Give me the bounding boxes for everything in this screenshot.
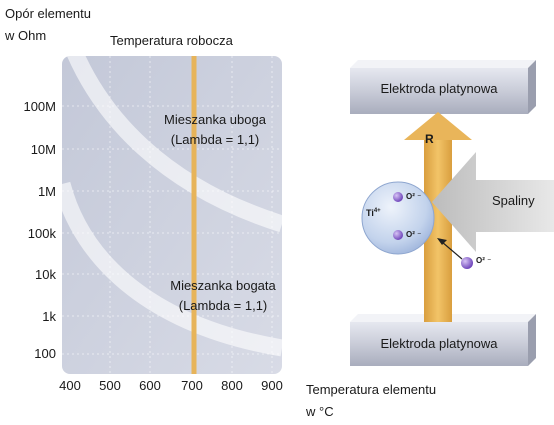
titanium-symbol: Ti (366, 208, 374, 218)
lean-mixture-band (66, 56, 282, 233)
top-electrode-label: Elektroda platynowa (380, 81, 498, 96)
oxygen-ion-label: O² ⁻ (476, 256, 492, 265)
oxygen-ion-label: O² ⁻ (406, 192, 422, 201)
y-tick-label: 100M (23, 99, 56, 114)
bottom-electrode-label: Elektroda platynowa (380, 336, 498, 351)
rich-mixture-label: Mieszanka bogata (Lambda = 1,1) (148, 276, 298, 316)
exhaust-arrow (432, 152, 554, 252)
titanium-dioxide-grain (361, 181, 435, 255)
exhaust-label: Spaliny (492, 193, 535, 208)
operating-temperature-label: Temperatura robocza (110, 33, 233, 48)
oxygen-ion-icon (393, 192, 403, 202)
x-tick-label: 500 (99, 378, 121, 393)
y-tick-label: 100 (34, 346, 56, 361)
x-tick-label: 400 (59, 378, 81, 393)
lean-mixture-line2: (Lambda = 1,1) (170, 132, 260, 147)
y-tick-label: 1M (37, 184, 56, 199)
y-tick-label: 10k (35, 267, 56, 282)
resistance-label: R (425, 132, 434, 146)
titanium-ion-label: Ti4+ (366, 208, 381, 218)
x-axis-label-line2: w °C (306, 404, 334, 419)
x-tick-label: 900 (261, 378, 283, 393)
x-tick-label: 600 (139, 378, 161, 393)
y-axis-label-line2: w Ohm (5, 28, 47, 43)
bottom-electrode (350, 314, 536, 366)
oxygen-ion-label: O² ⁻ (406, 230, 422, 239)
rich-mixture-line2: (Lambda = 1,1) (178, 298, 268, 313)
grid-lines (62, 56, 282, 374)
oxygen-ion-icon (393, 230, 403, 240)
x-tick-label: 700 (181, 378, 203, 393)
x-axis-label-line1: Temperatura elementu (306, 382, 437, 397)
oxygen-ion-icon (461, 257, 473, 269)
top-electrode (350, 60, 536, 114)
y-tick-label: 1k (42, 309, 56, 324)
y-axis-label-line1: Opór elementu (5, 6, 91, 21)
y-tick-label: 10M (30, 142, 56, 157)
titanium-charge: 4+ (373, 208, 381, 214)
ion-migration-arrow (437, 238, 463, 260)
rich-mixture-band (62, 181, 282, 357)
plot-background (62, 56, 282, 374)
y-tick-label: 100k (27, 226, 56, 241)
lean-mixture-line1: Mieszanka uboga (164, 112, 266, 127)
resistance-graph (62, 56, 282, 374)
lean-mixture-label: Mieszanka uboga (Lambda = 1,1) (140, 110, 290, 150)
x-tick-label: 800 (221, 378, 243, 393)
rich-mixture-line1: Mieszanka bogata (170, 278, 276, 293)
